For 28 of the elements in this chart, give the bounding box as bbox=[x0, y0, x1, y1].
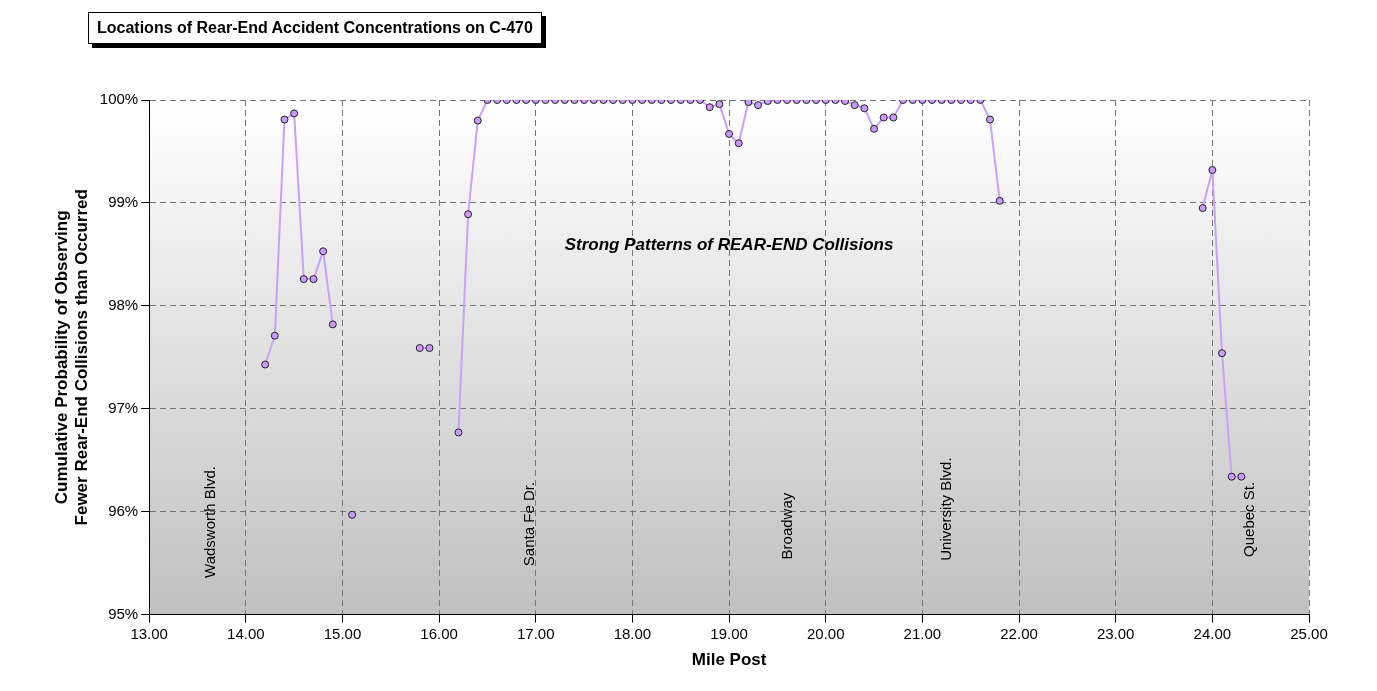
y-tick-label: 96% bbox=[108, 501, 139, 519]
annotation: Santa Fe Dr. bbox=[519, 481, 537, 567]
chart-title: Locations of Rear-End Accident Concentrations on C-470 bbox=[88, 12, 542, 44]
y-tick-label: 99% bbox=[108, 193, 139, 211]
annotation: Quebec St. bbox=[1239, 481, 1257, 557]
x-tick-label: 18.00 bbox=[613, 624, 652, 642]
x-tick-label: 15.00 bbox=[323, 624, 362, 642]
y-tick-label: 98% bbox=[108, 295, 139, 313]
x-tick-label: 19.00 bbox=[710, 624, 748, 642]
x-tick-label: 22.00 bbox=[1000, 624, 1038, 642]
x-tick-label: 21.00 bbox=[903, 624, 942, 642]
annotation: Broadway bbox=[778, 492, 796, 560]
y-tick-label: 97% bbox=[108, 398, 139, 416]
x-tick-label: 24.00 bbox=[1193, 624, 1232, 642]
annotation: Wadsworth Blvd. bbox=[200, 465, 218, 578]
x-tick-label: 17.00 bbox=[517, 624, 555, 642]
annotation: University Blvd. bbox=[937, 457, 955, 561]
x-tick-label: 23.00 bbox=[1096, 624, 1135, 642]
y-tick-label: 100% bbox=[99, 90, 139, 108]
x-tick-label: 20.00 bbox=[806, 624, 845, 642]
x-axis-title: Mile Post bbox=[691, 650, 767, 670]
x-tick-label: 14.00 bbox=[227, 624, 265, 642]
y-axis-title: Cumulative Probability of Observing Fewer Rear-End Collisions than Occurred bbox=[51, 189, 92, 526]
x-tick-label: 13.00 bbox=[130, 624, 168, 642]
annotation: Strong Patterns of REAR-END Collisions bbox=[564, 235, 894, 255]
y-tick-label: 95% bbox=[108, 604, 139, 622]
x-tick-label: 25.00 bbox=[1290, 624, 1328, 642]
x-tick-label: 16.00 bbox=[420, 624, 458, 642]
